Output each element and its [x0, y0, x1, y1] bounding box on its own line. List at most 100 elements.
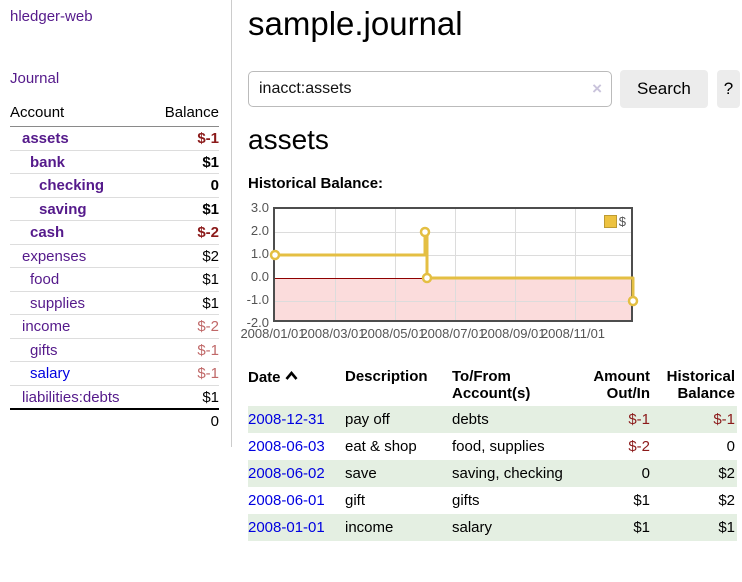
- transaction-accounts: food, supplies: [452, 437, 545, 455]
- x-tick-label: 2008/09/01: [480, 325, 546, 341]
- transaction-balance: $2: [718, 464, 735, 482]
- account-balance: $2: [202, 247, 219, 265]
- transaction-row: 2008-06-02 save saving, checking 0 $2: [248, 459, 737, 487]
- account-row: salary $-1: [10, 362, 219, 386]
- transaction-amount: $1: [633, 491, 650, 509]
- page-title: sample.journal: [248, 5, 463, 42]
- x-tick-label: 2008/05/01: [360, 325, 426, 341]
- data-point-marker: [269, 249, 281, 260]
- chart-title: Historical Balance:: [248, 174, 384, 192]
- transaction-accounts: gifts: [452, 491, 480, 509]
- accounts-panel: Account Balance assets $-1 bank $1 check…: [10, 104, 219, 432]
- account-link-checking[interactable]: checking: [39, 177, 105, 194]
- account-balance: 0: [210, 177, 219, 194]
- transaction-amount: 0: [641, 464, 650, 482]
- gridline: [275, 300, 631, 302]
- account-balance: $1: [202, 200, 219, 218]
- accounts-total-row: 0: [10, 408, 219, 432]
- account-link-saving[interactable]: saving: [39, 200, 87, 218]
- data-point-marker: [421, 272, 433, 283]
- account-link-salary[interactable]: salary: [30, 365, 71, 382]
- account-balance: $-1: [197, 341, 219, 359]
- transaction-amount: $1: [633, 518, 650, 536]
- transaction-date-link[interactable]: 2008-06-03: [248, 437, 325, 455]
- transaction-row: 2008-06-03 eat & shop food, supplies $-2…: [248, 433, 737, 460]
- accounts-header-account: Account: [10, 104, 65, 121]
- transaction-row: 2008-01-01 income salary $1 $1: [248, 513, 737, 541]
- y-tick-label: -2.0: [246, 314, 269, 330]
- app-brand-link[interactable]: hledger-web: [10, 8, 93, 25]
- accounts-header-balance: Balance: [164, 104, 219, 121]
- search-input[interactable]: [248, 71, 612, 108]
- y-tick-label: 2.0: [250, 222, 269, 238]
- transaction-row: 2008-06-01 gift gifts $1 $2: [248, 487, 737, 514]
- negative-region-highlight: [275, 277, 631, 320]
- account-row: expenses $2: [10, 245, 219, 268]
- column-header-description[interactable]: Description: [345, 367, 428, 385]
- transaction-description: pay off: [345, 410, 390, 428]
- x-tick-label: 2008/01/01: [240, 325, 306, 341]
- sidebar: hledger-web Journal Account Balance asse…: [0, 0, 232, 447]
- x-tick-label: 2008/03/01: [300, 325, 366, 341]
- account-link-gifts[interactable]: gifts: [30, 341, 58, 359]
- legend-swatch: [603, 214, 617, 228]
- sidebar-item-journal[interactable]: Journal: [10, 70, 60, 87]
- chart-legend: $: [603, 213, 626, 229]
- account-link-expenses[interactable]: expenses: [22, 247, 87, 265]
- account-link-income[interactable]: income: [22, 318, 71, 335]
- account-link-liabilities-debts[interactable]: liabilities:debts: [22, 388, 120, 406]
- search-help-button[interactable]: ?: [716, 70, 740, 109]
- y-tick-label: 3.0: [250, 199, 269, 215]
- account-row: gifts $-1: [10, 339, 219, 362]
- account-link-supplies[interactable]: supplies: [30, 294, 86, 312]
- account-balance: $1: [202, 271, 219, 288]
- account-link-bank[interactable]: bank: [30, 153, 66, 171]
- column-header-tofrom[interactable]: To/From Account(s): [452, 367, 531, 402]
- column-header-date[interactable]: Date: [248, 366, 345, 406]
- data-point-marker: [627, 295, 639, 306]
- x-tick-label: 2008/11/01: [540, 325, 606, 341]
- transaction-amount: $-1: [628, 410, 650, 428]
- clear-search-icon[interactable]: ×: [592, 79, 602, 99]
- accounts-header-row: Account Balance: [10, 104, 219, 127]
- gridline: [275, 231, 631, 233]
- search-button[interactable]: Search: [620, 70, 708, 109]
- register-header-row: Date Description To/From Account(s) Amou…: [248, 366, 737, 406]
- transaction-date-link[interactable]: 2008-01-01: [248, 518, 325, 536]
- transaction-accounts: salary: [452, 518, 493, 536]
- y-tick-label: -1.0: [246, 291, 269, 307]
- accounts-total-value: 0: [210, 413, 219, 430]
- sort-ascending-icon: [285, 368, 298, 385]
- transaction-date-link[interactable]: 2008-12-31: [248, 410, 325, 428]
- account-row: liabilities:debts $1: [10, 386, 219, 409]
- account-link-food[interactable]: food: [30, 271, 60, 288]
- column-header-amount[interactable]: Amount Out/In: [593, 367, 650, 402]
- gridline: [575, 208, 576, 320]
- account-balance: $-2: [197, 318, 219, 335]
- x-tick-label: 2008/07/01: [420, 325, 486, 341]
- transaction-description: save: [345, 464, 377, 482]
- data-point-marker: [419, 226, 431, 237]
- account-row: bank $1: [10, 151, 219, 174]
- gridline: [275, 254, 631, 256]
- account-link-assets[interactable]: assets: [22, 130, 69, 147]
- transaction-date-link[interactable]: 2008-06-02: [248, 464, 325, 482]
- account-row: checking 0: [10, 174, 219, 198]
- account-row: supplies $1: [10, 292, 219, 315]
- gridline: [515, 208, 516, 320]
- search-form: × Search ?: [248, 70, 740, 109]
- account-row: food $1: [10, 268, 219, 292]
- balance-line-series: [269, 226, 639, 306]
- legend-label: $: [618, 213, 626, 229]
- transaction-amount: $-2: [628, 437, 650, 455]
- column-header-date-label: Date: [248, 368, 281, 386]
- account-balance: $1: [202, 388, 219, 406]
- account-link-cash[interactable]: cash: [30, 224, 65, 241]
- main-content: sample.journal × Search ? assets Histori…: [240, 0, 740, 541]
- column-header-balance[interactable]: Historical Balance: [666, 367, 735, 402]
- chart-plot-area[interactable]: $: [269, 206, 639, 322]
- account-row: income $-2: [10, 315, 219, 339]
- gridline: [455, 208, 456, 320]
- account-heading: assets: [248, 124, 329, 156]
- transaction-date-link[interactable]: 2008-06-01: [248, 491, 325, 509]
